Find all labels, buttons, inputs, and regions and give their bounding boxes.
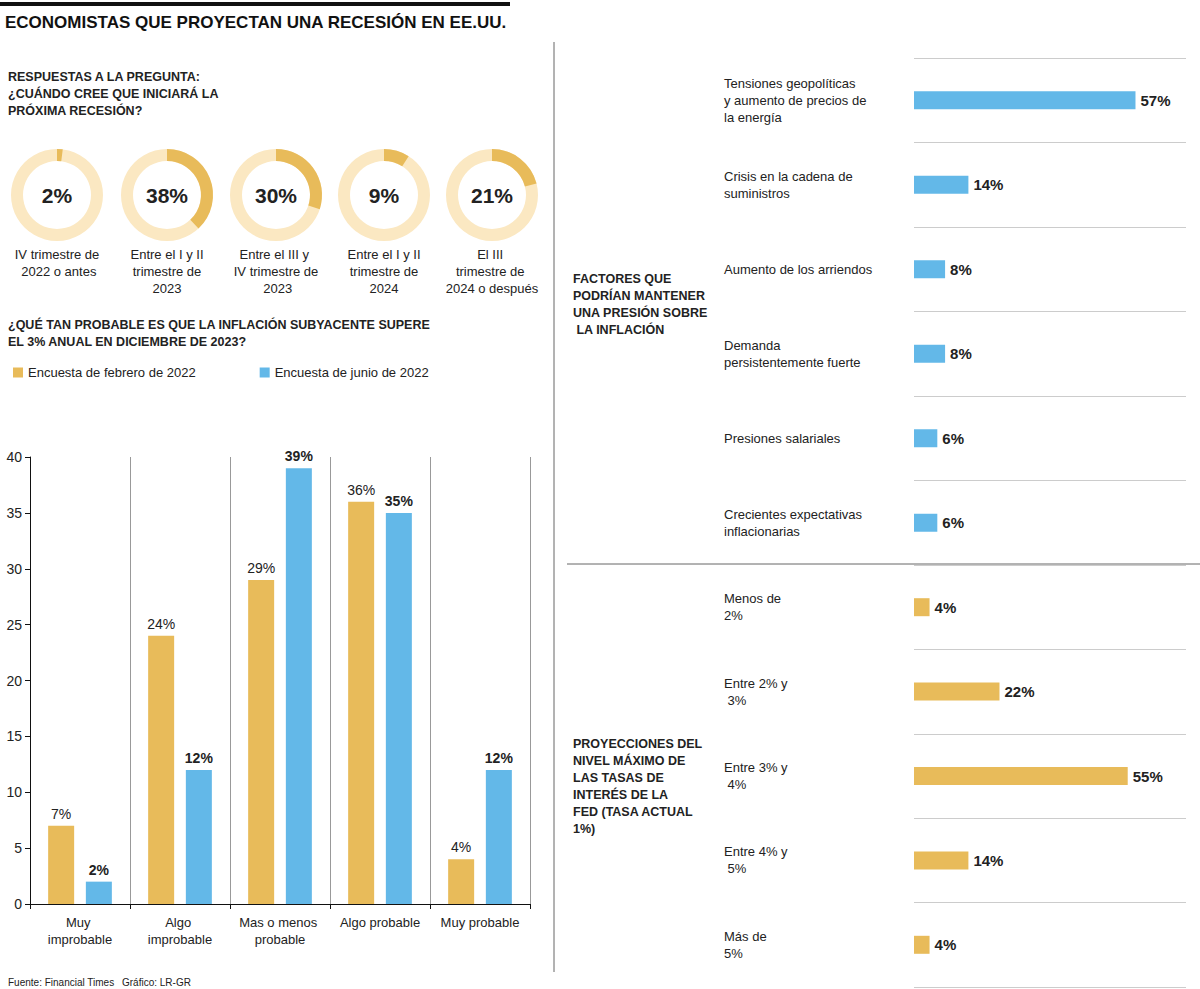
svg-text:Aumento de los arriendos: Aumento de los arriendos [724, 262, 873, 277]
svg-text:PROYECCIONES DEL: PROYECCIONES DEL [573, 737, 705, 751]
svg-text:6%: 6% [942, 430, 964, 447]
svg-text:Muy: Muy [66, 915, 94, 930]
svg-text:4%: 4% [451, 839, 471, 855]
svg-text:LA INFLACIÓN: LA INFLACIÓN [573, 322, 664, 337]
svg-text:5: 5 [14, 840, 22, 856]
svg-text:Mas o menos: Mas o menos [239, 915, 321, 930]
svg-text:suministros: suministros [724, 186, 790, 201]
svg-text:15: 15 [6, 728, 22, 744]
svg-text:2024 o después: 2024 o después [446, 281, 539, 296]
svg-text:4%: 4% [935, 599, 957, 616]
svg-text:UNA PRESIÓN SOBRE: UNA PRESIÓN SOBRE [573, 305, 707, 320]
svg-text:2%: 2% [42, 184, 73, 207]
svg-text:PRÓXIMA RECESIÓN?: PRÓXIMA RECESIÓN? [8, 103, 142, 118]
svg-text:Presiones salariales: Presiones salariales [724, 431, 841, 446]
svg-text:8%: 8% [950, 261, 972, 278]
svg-text:20: 20 [6, 673, 22, 689]
svg-text:22%: 22% [1004, 683, 1034, 700]
svg-text:39%: 39% [285, 448, 314, 464]
svg-text:EL 3% ANUAL EN DICIEMBRE DE 20: EL 3% ANUAL EN DICIEMBRE DE 2023? [8, 335, 246, 349]
svg-text:Entre 4% y: Entre 4% y [724, 844, 788, 859]
svg-text:9%: 9% [369, 184, 400, 207]
svg-text:21%: 21% [471, 184, 513, 207]
svg-text:Tensiones geopolíticas: Tensiones geopolíticas [724, 76, 859, 91]
svg-text:Gráfico: LR-GR: Gráfico: LR-GR [122, 977, 191, 988]
svg-text:14%: 14% [973, 176, 1003, 193]
svg-text:IV trimestre de: IV trimestre de [15, 247, 100, 262]
svg-text:0: 0 [14, 896, 22, 912]
svg-text:Entre el III y: Entre el III y [240, 247, 313, 262]
svg-text:la energía: la energía [724, 110, 783, 125]
svg-text:7%: 7% [51, 806, 71, 822]
svg-text:¿CUÁNDO CREE QUE INICIARÁ LA: ¿CUÁNDO CREE QUE INICIARÁ LA [8, 86, 221, 101]
svg-text:40: 40 [6, 449, 22, 465]
svg-text:Encuesta de junio de 2022: Encuesta de junio de 2022 [275, 365, 429, 380]
svg-text:FACTORES QUE: FACTORES QUE [573, 272, 675, 286]
svg-text:ECONOMISTAS QUE PROYECTAN UNA: ECONOMISTAS QUE PROYECTAN UNA RECESIÓN E… [5, 13, 506, 32]
svg-text:25: 25 [6, 617, 22, 633]
svg-text:improbable: improbable [48, 932, 112, 947]
svg-text:Entre el I y II: Entre el I y II [348, 247, 421, 262]
svg-text:36%: 36% [347, 482, 375, 498]
svg-text:El III: El III [477, 247, 507, 262]
svg-text:12%: 12% [485, 750, 514, 766]
svg-text:Entre 3% y: Entre 3% y [724, 760, 788, 775]
svg-text:2023: 2023 [153, 281, 182, 296]
svg-text:55%: 55% [1133, 768, 1163, 785]
svg-text:14%: 14% [973, 852, 1003, 869]
svg-text:Entre el I y II: Entre el I y II [131, 247, 204, 262]
svg-text:IV trimestre de: IV trimestre de [234, 264, 319, 279]
svg-text:6%: 6% [942, 514, 964, 531]
svg-text:12%: 12% [185, 750, 214, 766]
svg-text:30: 30 [6, 561, 22, 577]
svg-text:Entre 2% y: Entre 2% y [724, 676, 788, 691]
svg-text:1%): 1%) [573, 822, 595, 836]
svg-text:38%: 38% [146, 184, 188, 207]
svg-text:LAS TASAS DE: LAS TASAS DE [573, 771, 667, 785]
svg-text:inflacionarias: inflacionarias [724, 524, 800, 539]
svg-text:FED (TASA ACTUAL: FED (TASA ACTUAL [573, 805, 696, 819]
svg-text:5%: 5% [724, 946, 743, 961]
svg-text:2%: 2% [724, 608, 743, 623]
svg-text:35%: 35% [385, 493, 414, 509]
svg-text:Fuente: Financial Times: Fuente: Financial Times [8, 977, 114, 988]
svg-text:8%: 8% [950, 345, 972, 362]
svg-text:Algo probable: Algo probable [340, 915, 420, 930]
svg-text:57%: 57% [1140, 92, 1170, 109]
svg-text:Más de: Más de [724, 929, 770, 944]
svg-text:Crisis en la cadena de: Crisis en la cadena de [724, 169, 856, 184]
svg-text:Algo: Algo [165, 915, 195, 930]
svg-text:¿QUÉ TAN PROBABLE ES QUE LA IN: ¿QUÉ TAN PROBABLE ES QUE LA INFLACIÓN SU… [8, 317, 433, 332]
svg-text:Demanda: Demanda [724, 338, 784, 353]
svg-text:29%: 29% [247, 560, 275, 576]
svg-text:Encuesta de febrero de 2022: Encuesta de febrero de 2022 [28, 365, 196, 380]
svg-text:y aumento de precios de: y aumento de precios de [724, 93, 870, 108]
svg-text:24%: 24% [147, 616, 175, 632]
svg-text:35: 35 [6, 505, 22, 521]
svg-text:trimestre de: trimestre de [346, 264, 422, 279]
svg-text:INTERÉS DE LA: INTERÉS DE LA [573, 787, 671, 802]
svg-text:improbable: improbable [148, 932, 212, 947]
svg-text:5%: 5% [724, 861, 747, 876]
svg-text:PODRÍAN MANTENER: PODRÍAN MANTENER [573, 288, 708, 303]
svg-text:3%: 3% [724, 693, 747, 708]
svg-text:30%: 30% [255, 184, 297, 207]
svg-text:2023: 2023 [260, 281, 293, 296]
svg-text:trimestre de: trimestre de [456, 264, 528, 279]
svg-text:2%: 2% [89, 862, 110, 878]
svg-text:RESPUESTAS A LA PREGUNTA:: RESPUESTAS A LA PREGUNTA: [8, 70, 203, 84]
svg-text:Muy probable: Muy probable [441, 915, 520, 930]
svg-text:10: 10 [6, 784, 22, 800]
svg-text:2022 o antes: 2022 o antes [18, 264, 97, 279]
svg-text:Menos de: Menos de [724, 591, 785, 606]
svg-text:Crecientes expectativas: Crecientes expectativas [724, 507, 866, 522]
svg-text:2024: 2024 [370, 281, 399, 296]
svg-text:persistentemente fuerte: persistentemente fuerte [724, 355, 861, 370]
svg-text:NIVEL MÁXIMO DE: NIVEL MÁXIMO DE [573, 753, 689, 768]
svg-text:probable: probable [255, 932, 306, 947]
svg-text:trimestre de: trimestre de [129, 264, 205, 279]
svg-text:4%: 4% [724, 777, 747, 792]
svg-text:4%: 4% [935, 936, 957, 953]
